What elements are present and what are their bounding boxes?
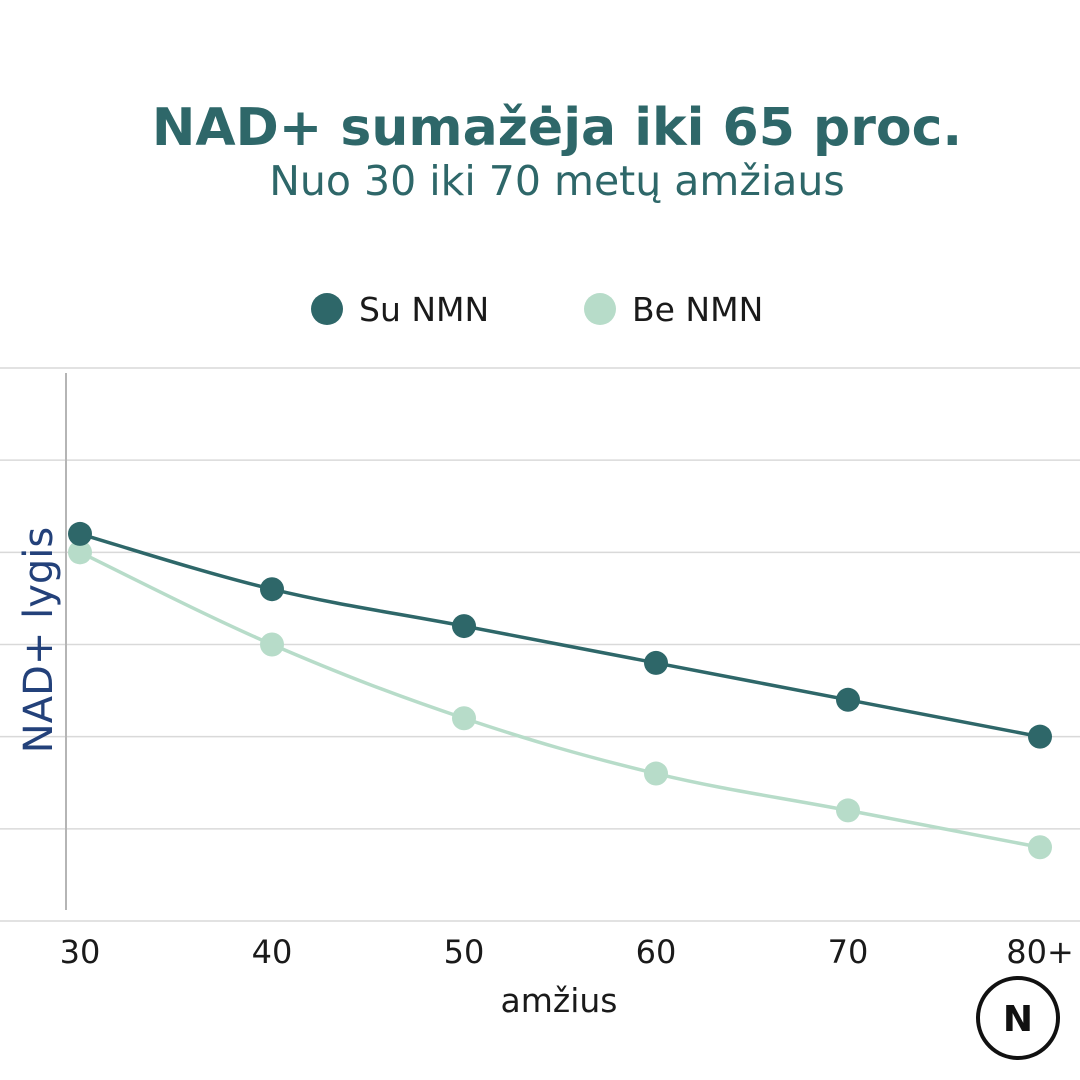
series-line-su-nmn [79,532,1041,739]
data-point-su-nmn-40 [260,577,284,602]
data-point-be-nmn-50 [452,706,476,731]
series-layer [68,521,1052,860]
legend-label-be-nmn: Be NMN [632,290,763,329]
data-point-be-nmn-60 [644,761,668,786]
series-line-be-nmn [79,550,1041,849]
grid-lines [0,367,1080,922]
x-tick-label-70: 70 [828,933,869,971]
circle-n-logo: N [976,976,1060,1060]
x-tick-label-40: 40 [252,933,293,971]
data-point-be-nmn-30 [68,540,92,565]
legend: Su NMN Be NMN [311,290,763,329]
data-point-su-nmn-50 [452,614,476,639]
chart-title: NAD+ sumažėja iki 65 proc. [152,98,962,158]
x-tick-label-80plus: 80+ [1006,933,1074,971]
data-point-su-nmn-80plus [1028,724,1052,749]
x-axis-label: amžius [501,981,618,1020]
data-point-be-nmn-70 [836,798,860,823]
x-tick-labels: 30 40 50 60 70 80+ [60,933,1074,971]
data-point-su-nmn-30 [68,521,92,546]
data-point-su-nmn-60 [644,650,668,675]
x-tick-label-50: 50 [444,933,485,971]
legend-swatch-be-nmn [584,293,616,325]
x-tick-label-60: 60 [636,933,677,971]
x-tick-label-30: 30 [60,933,101,971]
legend-swatch-su-nmn [311,293,343,325]
chart-subtitle: Nuo 30 iki 70 metų amžiaus [269,157,844,205]
data-point-be-nmn-80plus [1028,835,1052,860]
data-point-su-nmn-70 [836,687,860,712]
logo-ring [976,976,1060,1060]
data-point-be-nmn-40 [260,632,284,657]
y-axis-label: NAD+ lygis [16,527,62,753]
legend-label-su-nmn: Su NMN [359,290,489,329]
logo-letter: N [1003,999,1033,1040]
